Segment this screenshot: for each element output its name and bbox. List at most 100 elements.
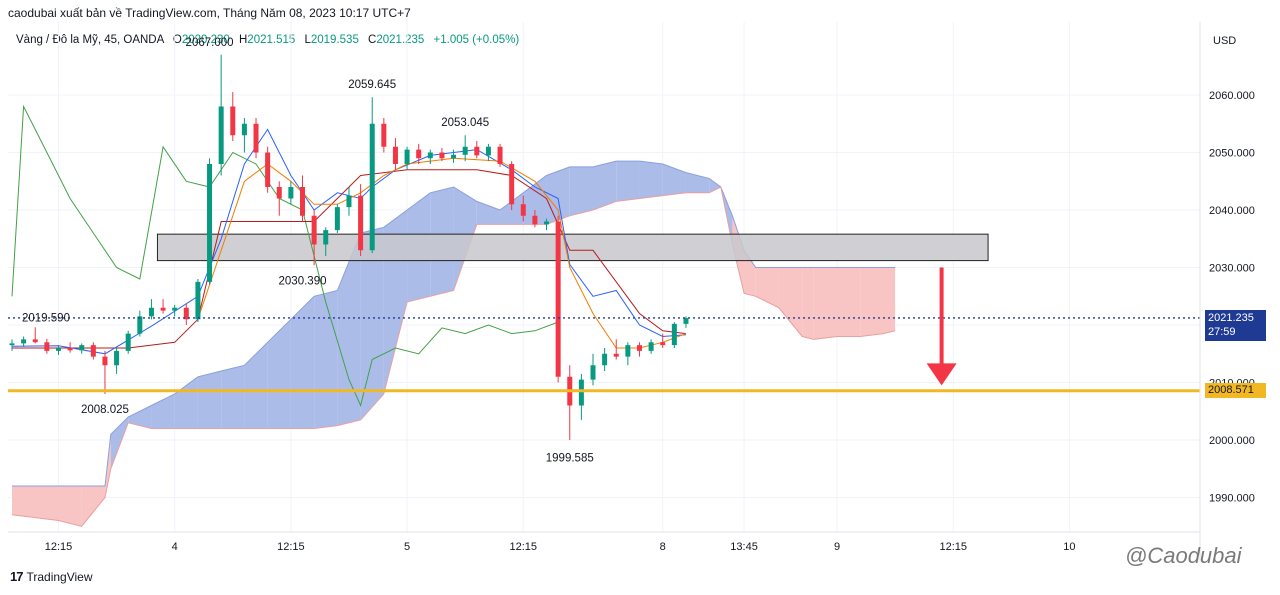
candle-body xyxy=(451,154,457,159)
candle-body xyxy=(334,207,340,231)
open-label: O xyxy=(172,34,182,46)
candle-body xyxy=(9,343,15,346)
ichimoku-cloud-segment xyxy=(837,267,861,337)
candle-body xyxy=(544,221,550,225)
x-axis-tick-label: 10 xyxy=(1063,541,1075,553)
candle-body xyxy=(230,106,236,136)
open-value: 2020.230 xyxy=(181,34,230,46)
candle-body xyxy=(253,123,259,153)
candle-body xyxy=(241,123,247,136)
candle-body xyxy=(137,316,143,334)
y-axis-tick-label: 1990.000 xyxy=(1209,493,1255,505)
low-label: L xyxy=(304,34,311,46)
candle-body xyxy=(300,187,305,216)
candle-body xyxy=(509,164,515,205)
ichimoku-cloud-segment xyxy=(593,161,617,210)
candle-body xyxy=(90,345,96,357)
ichimoku-cloud-segment xyxy=(290,296,315,429)
y-axis-tick-label: 2060.000 xyxy=(1209,90,1255,102)
candle-body xyxy=(183,307,189,320)
candle-body xyxy=(474,146,480,156)
tradingview-brand: TradingView xyxy=(26,569,93,584)
supply-zone-rect xyxy=(156,233,989,262)
candle-body xyxy=(114,350,120,366)
candle-body xyxy=(311,215,317,245)
candle-body xyxy=(358,195,364,251)
candle-body xyxy=(276,187,282,199)
candle-body xyxy=(207,164,213,282)
candle-body xyxy=(648,342,654,351)
candle-body xyxy=(102,356,108,366)
ichimoku-cloud-segment xyxy=(221,365,245,429)
candle-body xyxy=(21,339,27,344)
candle-body xyxy=(497,146,503,164)
countdown-value: 27:59 xyxy=(1208,326,1236,338)
author-watermark: @Caodubai xyxy=(1125,543,1242,568)
x-axis-tick-label: 12:15 xyxy=(45,541,73,553)
y-axis-tick-label: 2030.000 xyxy=(1209,263,1255,275)
candle-body xyxy=(392,146,398,164)
ichimoku-cloud-segment xyxy=(616,161,640,202)
candle-body xyxy=(427,152,433,159)
x-axis-tick-label: 5 xyxy=(404,541,410,553)
ichimoku-cloud-segment xyxy=(197,371,222,429)
x-axis-tick-label: 12:15 xyxy=(939,541,967,553)
ichimoku-cloud-segment xyxy=(174,376,198,429)
candle-body xyxy=(323,230,329,245)
tradingview-logo[interactable]: 17 TradingView xyxy=(10,569,93,584)
x-axis-tick-label: 12:15 xyxy=(277,541,305,553)
candle-body xyxy=(369,123,375,251)
ichimoku-cloud-segment xyxy=(569,166,593,216)
candle-body xyxy=(485,146,491,156)
ichimoku-cloud-segment xyxy=(662,164,686,196)
candle-body xyxy=(636,345,642,351)
high-label: H xyxy=(238,34,248,46)
ichimoku-cloud-segment xyxy=(267,319,291,429)
candle-body xyxy=(671,323,677,346)
ichimoku-cloud-segment xyxy=(244,342,268,429)
candle-body xyxy=(555,221,561,377)
x-axis-tick-label: 12:15 xyxy=(510,541,538,553)
candle-body xyxy=(172,307,178,311)
candle-body xyxy=(602,353,608,366)
candle-body xyxy=(32,339,38,343)
candle-body xyxy=(148,307,154,317)
y-axis-tick-label: 2000.000 xyxy=(1209,435,1255,447)
publisher-line: caodubai xuất bản về TradingView.com, Th… xyxy=(8,6,411,20)
x-axis-tick-label: 9 xyxy=(834,541,840,553)
tradingview-mark-icon: 17 xyxy=(10,569,24,584)
ichimoku-cloud-segment xyxy=(58,486,82,527)
candle-body xyxy=(590,365,596,380)
ichimoku-cloud-segment xyxy=(639,161,663,199)
price-annotation: 1999.585 xyxy=(546,452,594,464)
ichimoku-cloud-segment xyxy=(128,405,152,429)
candle-body xyxy=(416,149,422,159)
last-price-tag: 2021.235 27:59 xyxy=(1205,310,1266,341)
low-value: 2019.535 xyxy=(310,34,359,46)
currency-label[interactable]: USD xyxy=(1213,35,1237,47)
y-axis-tick-label: 2050.000 xyxy=(1209,148,1255,160)
ichimoku-cloud-segment xyxy=(151,394,175,429)
candle-body xyxy=(288,187,294,199)
close-value: 2021.235 xyxy=(376,34,425,46)
ichimoku-cloud-segment xyxy=(709,178,721,193)
candle-body xyxy=(613,353,619,357)
candle-body xyxy=(625,345,631,357)
x-axis-tick-label: 8 xyxy=(660,541,666,553)
ichimoku-cloud-segment xyxy=(360,227,384,420)
candle-body xyxy=(439,152,445,159)
last-price-value: 2021.235 xyxy=(1208,312,1254,324)
symbol-name[interactable]: Vàng / Đô la Mỹ, 45, OANDA xyxy=(16,34,164,46)
ichimoku-cloud-segment xyxy=(685,172,710,193)
candle-body xyxy=(79,345,85,351)
ichimoku-cloud-segment xyxy=(110,417,129,469)
price-annotation: 2008.025 xyxy=(81,404,129,416)
symbol-legend: Vàng / Đô la Mỹ, 45, OANDA O2020.230 H 20… xyxy=(16,34,519,46)
price-annotation: 2030.390 xyxy=(279,275,327,287)
x-axis-tick-label: 13:45 xyxy=(730,541,758,553)
candle-body xyxy=(44,342,50,351)
candle-body xyxy=(660,342,666,346)
candle-body xyxy=(160,307,166,311)
ichimoku-cloud-segment xyxy=(860,267,884,337)
